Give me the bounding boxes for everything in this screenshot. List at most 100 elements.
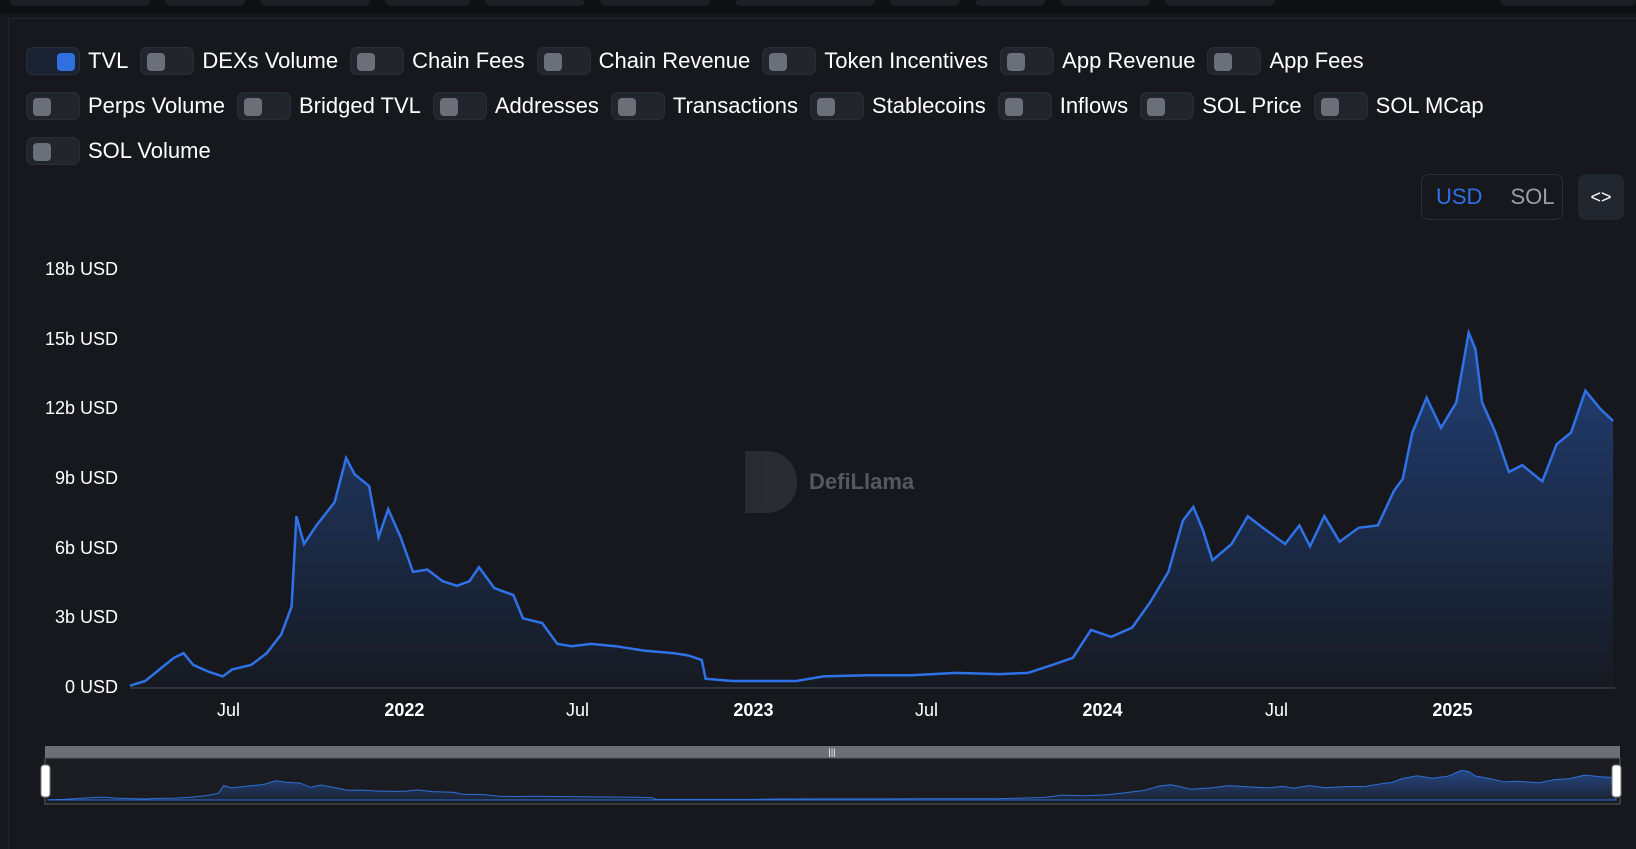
top-tab[interactable] <box>1165 0 1275 6</box>
y-tick-label: 3b USD <box>54 607 118 628</box>
toggle-knob <box>543 52 562 71</box>
range-slider[interactable]: ||| <box>40 746 1622 805</box>
x-tick-label: Jul <box>915 700 939 720</box>
toggle-app-revenue[interactable]: App Revenue <box>1000 46 1196 75</box>
toggle-switch[interactable] <box>1313 91 1368 120</box>
toggle-addresses[interactable]: Addresses <box>432 91 599 120</box>
toggle-switch[interactable] <box>1207 46 1262 75</box>
toggle-label: App Revenue <box>1062 47 1196 73</box>
toggle-switch[interactable] <box>432 91 487 120</box>
toggle-inflows[interactable]: Inflows <box>997 91 1129 120</box>
toggle-row: TVL DEXs Volume Chain Fees Chain Revenue Tok… <box>26 38 1596 83</box>
top-tab[interactable] <box>1060 0 1150 6</box>
x-tick-label: 2024 <box>1082 700 1123 720</box>
toggle-row: SOL Volume <box>26 128 1596 173</box>
top-tab[interactable] <box>260 0 370 6</box>
toggle-switch[interactable] <box>762 46 817 75</box>
toggle-perps-volume[interactable]: Perps Volume <box>26 91 225 120</box>
y-tick-label: 6b USD <box>54 537 118 558</box>
top-tab[interactable] <box>165 0 245 6</box>
slider-handle-left[interactable] <box>40 764 51 798</box>
toggle-label: SOL MCap <box>1375 92 1484 118</box>
toggle-knob <box>1147 97 1166 116</box>
toggle-knob <box>33 142 51 161</box>
embed-button[interactable]: <> <box>1578 174 1624 220</box>
toggle-switch[interactable] <box>26 136 80 165</box>
toggle-switch[interactable] <box>350 46 405 75</box>
top-tab[interactable] <box>600 0 710 6</box>
toggle-label: Chain Revenue <box>598 47 751 73</box>
top-tab[interactable] <box>975 0 1045 6</box>
slider-track-top[interactable] <box>45 746 1620 758</box>
toggle-sol-volume[interactable]: SOL Volume <box>26 136 211 165</box>
toggle-switch[interactable] <box>1000 46 1055 75</box>
toggle-bridged-tvl[interactable]: Bridged TVL <box>236 91 421 120</box>
toggle-switch[interactable] <box>809 91 864 120</box>
toggle-label: Chain Fees <box>412 47 525 73</box>
toggle-knob <box>147 52 166 71</box>
toggle-switch[interactable] <box>1140 91 1195 120</box>
x-tick-label: 2022 <box>384 700 425 720</box>
slider-grip-icon[interactable]: ||| <box>828 747 835 757</box>
toggle-label: Inflows <box>1059 92 1129 118</box>
toggle-switch[interactable] <box>26 46 80 75</box>
toggle-knob <box>33 97 51 116</box>
currency-switcher: USD SOL <box>1421 174 1563 220</box>
toggle-switch[interactable] <box>610 91 665 120</box>
toggle-stablecoins[interactable]: Stablecoins <box>809 91 986 120</box>
currency-sol-button[interactable]: SOL <box>1510 184 1555 209</box>
toggle-token-incentives[interactable]: Token Incentives <box>762 46 989 75</box>
toggle-label: TVL <box>88 47 129 73</box>
toggle-switch[interactable] <box>26 91 80 120</box>
toggle-knob <box>357 52 376 71</box>
currency-usd-button[interactable]: USD <box>1436 184 1483 209</box>
top-tab[interactable] <box>10 0 150 6</box>
toggle-knob <box>243 97 262 116</box>
toggle-sol-mcap[interactable]: SOL MCap <box>1313 91 1484 120</box>
toggle-label: SOL Price <box>1202 92 1302 118</box>
tvl-area <box>130 332 1614 688</box>
top-tab[interactable] <box>385 0 470 6</box>
toggle-knob <box>57 52 75 71</box>
toggle-label: Stablecoins <box>871 92 986 118</box>
x-tick-label: 2025 <box>1432 700 1473 720</box>
x-tick-label: Jul <box>1264 700 1289 720</box>
metric-toggles: TVL DEXs Volume Chain Fees Chain Revenue Tok… <box>26 38 1596 173</box>
x-tick-label: Jul <box>216 700 240 720</box>
slider-handle-right[interactable] <box>1611 764 1622 798</box>
top-tab[interactable] <box>1500 0 1636 6</box>
toggle-switch[interactable] <box>536 46 591 75</box>
toggle-sol-price[interactable]: SOL Price <box>1140 91 1302 120</box>
toggle-knob <box>1007 52 1026 71</box>
x-tick-label: 2023 <box>733 700 774 720</box>
toggle-chain-fees[interactable]: Chain Fees <box>350 46 525 75</box>
toggle-knob <box>439 97 458 116</box>
toggle-transactions[interactable]: Transactions <box>610 91 798 120</box>
toggle-chain-revenue[interactable]: Chain Revenue <box>536 46 751 75</box>
tvl-line <box>129 328 1614 687</box>
top-bar <box>0 0 1636 14</box>
toggle-knob <box>1320 97 1339 116</box>
toggle-switch[interactable] <box>140 46 195 75</box>
y-tick-label: 9b USD <box>54 468 118 488</box>
toggle-switch[interactable] <box>236 91 291 120</box>
watermark-text: DefiLlama <box>809 469 915 494</box>
toggle-tvl[interactable]: TVL <box>26 46 129 75</box>
toggle-knob <box>816 97 835 116</box>
y-tick-label: 12b USD <box>44 398 118 419</box>
top-tab[interactable] <box>890 0 960 6</box>
toggle-knob <box>1004 97 1023 116</box>
watermark: DefiLlama <box>745 450 945 514</box>
toggle-switch[interactable] <box>997 91 1052 120</box>
toggle-dexs-volume[interactable]: DEXs Volume <box>140 46 339 75</box>
toggle-knob <box>769 52 788 71</box>
top-tab[interactable] <box>735 0 875 6</box>
toggle-label: Token Incentives <box>824 47 989 73</box>
top-tab[interactable] <box>485 0 585 6</box>
toggle-label: SOL Volume <box>88 137 211 163</box>
toggle-label: DEXs Volume <box>202 47 339 73</box>
toggle-label: Transactions <box>672 92 798 118</box>
toggle-label: Bridged TVL <box>298 92 421 118</box>
chart-panel <box>8 18 1636 849</box>
toggle-app-fees[interactable]: App Fees <box>1207 46 1364 75</box>
